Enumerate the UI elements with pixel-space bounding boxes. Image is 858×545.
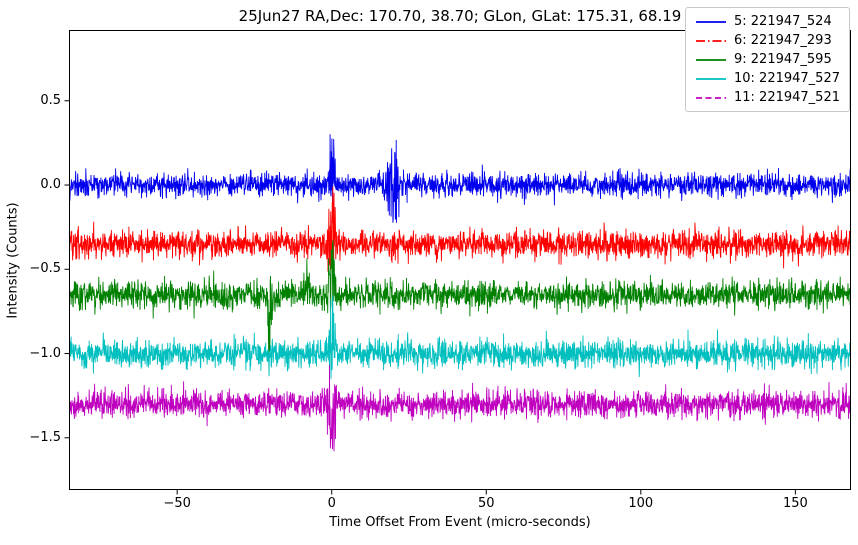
y-tick-label: −0.5: [29, 261, 61, 277]
y-tick-label: 0.0: [40, 177, 61, 193]
y-tick-label: −1.0: [29, 345, 61, 361]
legend-item: 9: 221947_595: [695, 52, 840, 67]
legend-line-sample-icon: [696, 39, 726, 42]
legend-line-sample-icon: [696, 96, 726, 99]
x-tick-label: 50: [477, 496, 495, 511]
series-trace-11: [69, 364, 851, 452]
plot-title: 25Jun27 RA,Dec: 170.70, 38.70; GLon, GLa…: [238, 7, 682, 25]
legend-line-sample-icon: [696, 77, 726, 80]
legend-item: 5: 221947_524: [695, 14, 840, 29]
series-trace-10: [69, 295, 851, 385]
legend-label: 6: 221947_293: [734, 33, 832, 48]
legend-line-sample-icon: [696, 58, 726, 61]
plot-canvas: [64, 30, 851, 495]
legend-label: 10: 221947_527: [734, 71, 840, 86]
y-tick-label: −1.5: [29, 429, 61, 445]
x-tick-label: 100: [628, 496, 654, 511]
legend-item: 11: 221947_521: [695, 90, 840, 105]
legend-item: 6: 221947_293: [695, 33, 840, 48]
series-trace-6: [69, 186, 851, 272]
series-trace-9: [69, 239, 851, 357]
series-trace-5: [69, 134, 851, 223]
x-tick-label: −50: [163, 496, 191, 511]
y-tick-label: 0.5: [40, 92, 61, 108]
legend: 5: 221947_524 6: 221947_293 9: 221947_595 1…: [685, 7, 850, 112]
x-tick-label: 0: [327, 496, 336, 511]
axes-frame: [69, 30, 851, 490]
x-tick-label: 150: [782, 496, 808, 511]
legend-line-sample-icon: [696, 20, 726, 23]
x-axis-label: Time Offset From Event (micro-seconds): [329, 515, 591, 530]
legend-item: 10: 221947_527: [695, 71, 840, 86]
legend-label: 5: 221947_524: [734, 14, 832, 29]
legend-label: 9: 221947_595: [734, 52, 832, 67]
legend-label: 11: 221947_521: [734, 90, 840, 105]
